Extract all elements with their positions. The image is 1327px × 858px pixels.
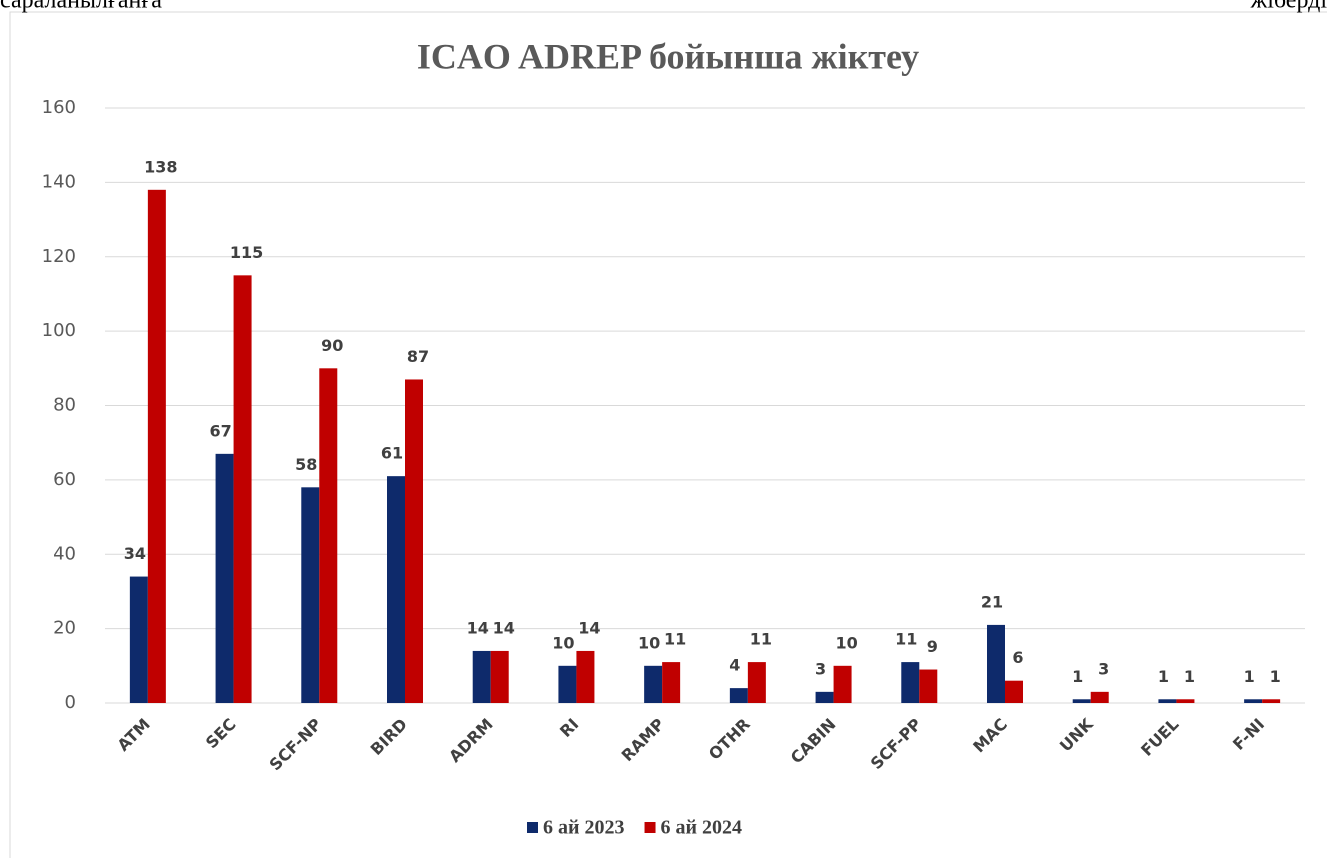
data-label: 10 <box>552 633 574 652</box>
data-label: 9 <box>927 637 938 656</box>
bar <box>1176 699 1195 703</box>
bar <box>919 669 938 703</box>
legend-swatch <box>644 822 656 833</box>
bar <box>215 453 234 703</box>
bar <box>405 379 423 703</box>
data-label: 1 <box>1158 667 1169 686</box>
bar <box>1262 699 1281 703</box>
y-tick-label: 20 <box>53 618 76 639</box>
bar <box>147 189 166 703</box>
data-label: 11 <box>750 630 772 649</box>
bar <box>558 665 577 703</box>
bar <box>815 691 834 703</box>
data-label: 1 <box>1072 667 1083 686</box>
bar <box>901 662 920 703</box>
y-tick-label: 140 <box>42 171 76 192</box>
data-label: 87 <box>407 347 429 366</box>
bar <box>1005 680 1023 703</box>
data-label: 3 <box>1098 659 1109 678</box>
chart-title: ICAO ADREP бойынша жіктеу <box>417 36 919 76</box>
data-label: 10 <box>638 633 660 652</box>
data-label: 11 <box>895 630 917 649</box>
data-label: 138 <box>144 157 177 176</box>
y-tick-label: 80 <box>53 395 76 416</box>
document-text: сараланылғанға <box>0 0 162 14</box>
bar <box>387 476 405 703</box>
data-label: 14 <box>493 618 515 637</box>
data-label: 14 <box>578 618 600 637</box>
bar <box>987 624 1005 703</box>
bar <box>319 368 338 703</box>
bar <box>833 665 852 703</box>
data-label: 11 <box>664 630 686 649</box>
bar <box>1244 699 1263 703</box>
data-label: 21 <box>981 592 1003 611</box>
data-label: 1 <box>1244 667 1255 686</box>
legend-swatch <box>527 822 538 833</box>
data-label: 67 <box>209 421 231 440</box>
bar <box>129 576 148 703</box>
y-tick-label: 0 <box>65 692 76 713</box>
data-label: 34 <box>124 544 146 563</box>
y-tick-label: 120 <box>42 246 76 267</box>
data-label: 4 <box>729 656 740 675</box>
data-label: 58 <box>295 455 317 474</box>
bar <box>662 662 681 703</box>
bar <box>644 665 663 703</box>
y-tick-label: 100 <box>42 320 76 341</box>
bar <box>576 650 595 703</box>
y-tick-label: 60 <box>53 469 76 490</box>
bar <box>1090 691 1109 703</box>
bar <box>301 487 320 703</box>
bar <box>490 650 509 703</box>
data-label: 115 <box>230 243 263 262</box>
bar <box>729 688 748 703</box>
bar <box>233 275 252 703</box>
legend-label: 6 ай 2024 <box>661 817 743 839</box>
legend-label: 6 ай 2023 <box>543 817 625 839</box>
y-tick-label: 160 <box>42 97 76 118</box>
data-label: 90 <box>321 336 343 355</box>
document-text: жіберді <box>1250 0 1327 14</box>
data-label: 3 <box>815 659 826 678</box>
y-tick-label: 40 <box>53 543 76 564</box>
bar <box>1158 699 1177 703</box>
data-label: 10 <box>835 633 857 652</box>
bar <box>747 662 766 703</box>
data-label: 6 <box>1012 648 1023 667</box>
chart-frame <box>9 11 1327 858</box>
bar <box>472 650 491 703</box>
data-label: 14 <box>467 618 489 637</box>
bar <box>1072 699 1091 703</box>
data-label: 61 <box>381 444 403 463</box>
data-label: 1 <box>1184 667 1195 686</box>
data-label: 1 <box>1270 667 1281 686</box>
